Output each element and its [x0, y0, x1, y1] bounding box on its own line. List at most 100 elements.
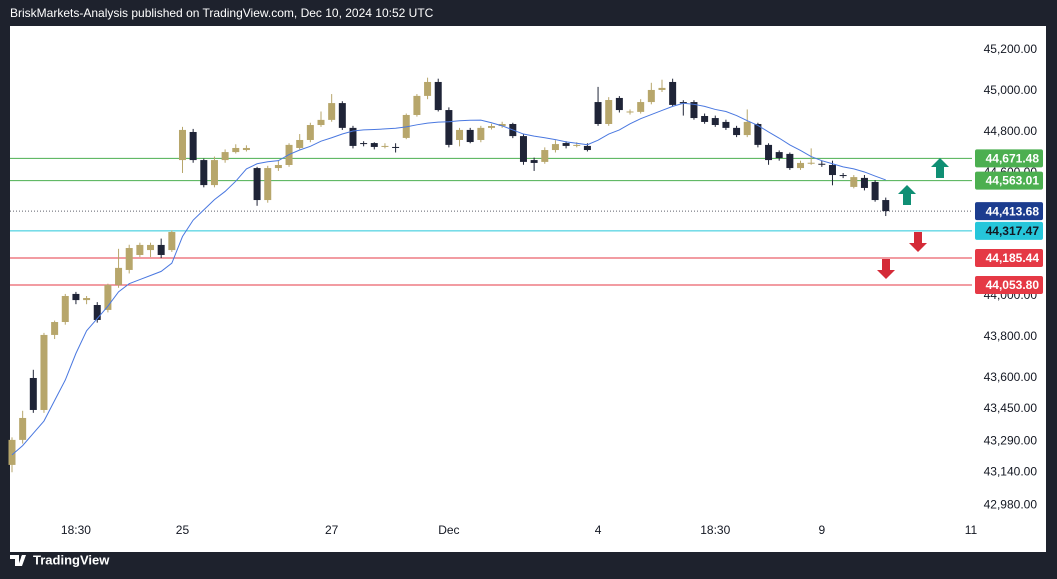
- x-tick-label: 25: [176, 523, 190, 537]
- candle-body: [445, 110, 453, 145]
- candle-body: [637, 102, 645, 112]
- candle-body: [328, 103, 336, 120]
- x-tick-label: 18:30: [61, 523, 91, 537]
- candle-body: [115, 267, 123, 285]
- candle-body: [29, 377, 37, 410]
- candle-body: [765, 144, 773, 161]
- level-label-box: [975, 248, 1043, 267]
- level-label: 44,185.44: [986, 251, 1040, 265]
- candle-body: [711, 118, 719, 126]
- x-tick-label: 18:30: [700, 523, 730, 537]
- candle-body: [296, 139, 304, 148]
- y-tick-label: 44,800.00: [984, 124, 1038, 138]
- candle-body: [541, 150, 549, 162]
- brand: TradingView: [33, 552, 110, 567]
- candle-body: [51, 322, 59, 335]
- candle-body: [317, 119, 325, 126]
- candle-body: [871, 182, 879, 201]
- candle-body: [232, 147, 240, 153]
- x-tick-label: 11: [965, 523, 978, 537]
- x-tick-label: 4: [595, 523, 602, 537]
- y-tick-label: 45,200.00: [984, 42, 1038, 56]
- candle-body: [669, 81, 677, 105]
- candle-body: [456, 129, 464, 140]
- level-label-box: [975, 221, 1043, 240]
- candle-body: [498, 123, 506, 127]
- level-label: 44,671.48: [986, 152, 1040, 166]
- x-tick-label: 27: [325, 523, 339, 537]
- candle-body: [530, 160, 538, 163]
- candle-body: [818, 163, 826, 165]
- candle-body: [168, 232, 176, 251]
- candle-body: [573, 144, 581, 146]
- level-label: 44,317.47: [986, 224, 1040, 238]
- candle-body: [178, 129, 186, 161]
- candle-body: [466, 129, 474, 143]
- candle-body: [125, 248, 133, 270]
- y-tick-label: 45,000.00: [984, 83, 1038, 97]
- candle-body: [381, 145, 389, 147]
- candle-body: [392, 146, 400, 148]
- y-tick-label: 43,450.00: [984, 401, 1038, 415]
- candle-body: [754, 123, 762, 145]
- candle-body: [583, 145, 591, 151]
- level-label-box: [975, 275, 1043, 294]
- candle-body: [136, 244, 144, 255]
- candle-body: [562, 143, 570, 146]
- level-label: 44,053.80: [986, 278, 1040, 292]
- candle-body: [647, 89, 655, 103]
- candle-body: [434, 81, 442, 111]
- plot-area: [10, 26, 1046, 552]
- x-tick-label: Dec: [438, 523, 459, 537]
- candle-body: [658, 87, 666, 90]
- candle-body: [360, 143, 368, 145]
- x-tick-label: 9: [818, 523, 825, 537]
- candle-body: [626, 111, 634, 113]
- candle-body: [242, 147, 250, 151]
- y-tick-label: 43,600.00: [984, 370, 1038, 384]
- candle-body: [488, 126, 495, 128]
- candle-body: [189, 131, 197, 161]
- candle-body: [701, 115, 709, 122]
- candle-body: [519, 136, 527, 162]
- candle-body: [807, 162, 815, 164]
- candle-body: [413, 95, 421, 115]
- candle-body: [93, 305, 101, 320]
- candle-body: [8, 439, 16, 465]
- candle-body: [605, 100, 613, 124]
- candle-body: [786, 153, 794, 169]
- candle-body: [40, 334, 48, 410]
- candle-body: [797, 162, 805, 169]
- candle-body: [828, 164, 836, 176]
- candle-body: [83, 298, 91, 301]
- candle-body: [72, 293, 80, 301]
- candle-body: [615, 97, 623, 111]
- candle-body: [274, 164, 282, 169]
- candle-body: [679, 102, 687, 104]
- candle-body: [61, 295, 69, 323]
- candle-body: [104, 284, 112, 310]
- level-label: 44,413.68: [986, 204, 1040, 218]
- y-tick-label: 43,290.00: [984, 434, 1038, 448]
- y-tick-label: 43,800.00: [984, 329, 1038, 343]
- candle-body: [210, 160, 218, 186]
- level-label: 44,563.01: [986, 174, 1040, 188]
- candle-body: [690, 102, 698, 119]
- candle-body: [477, 127, 485, 140]
- candle-body: [551, 144, 559, 151]
- level-label-box: [975, 202, 1043, 221]
- level-label-box: [975, 149, 1043, 168]
- candle-body: [221, 152, 229, 161]
- arrows: [877, 158, 949, 279]
- candle-body: [200, 160, 208, 186]
- candle-body: [264, 168, 272, 201]
- candle-body: [743, 121, 751, 136]
- candle-body: [157, 244, 165, 255]
- candle-body: [860, 177, 868, 188]
- y-tick-label: 43,140.00: [984, 464, 1038, 478]
- candle-body: [594, 102, 602, 124]
- candle-body: [253, 168, 261, 201]
- level-label-box: [975, 171, 1043, 190]
- moving-average: [11, 102, 886, 456]
